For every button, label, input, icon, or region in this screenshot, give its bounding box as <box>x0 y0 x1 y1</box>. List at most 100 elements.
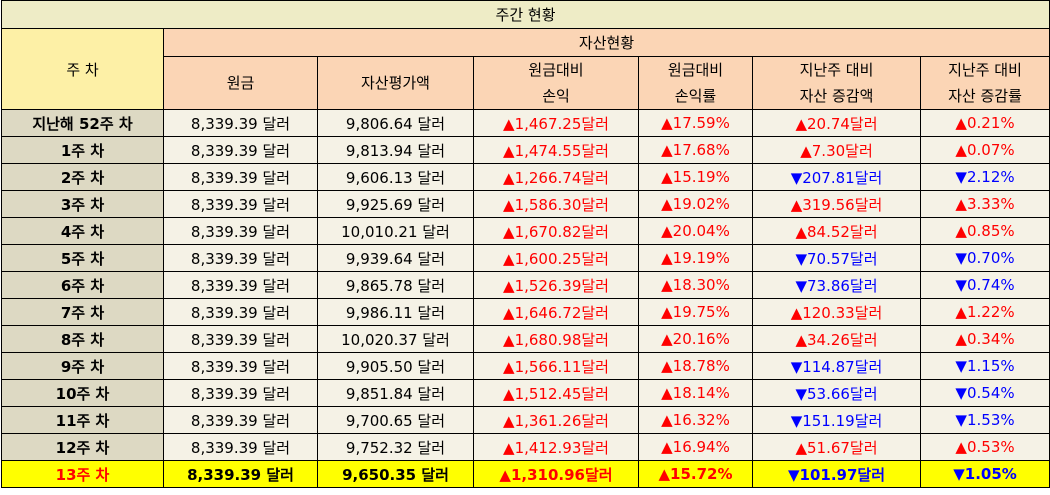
valuation-cell: 9,851.84 달러 <box>317 379 474 407</box>
weekly-change-rate-cell: ▲0.07% <box>919 136 1050 164</box>
valuation-cell: 9,813.94 달러 <box>317 136 474 164</box>
principal-cell: 8,339.39 달러 <box>163 379 318 407</box>
principal-cell: 8,339.39 달러 <box>163 406 318 434</box>
weekly-change-cell: ▼70.57달러 <box>752 244 921 272</box>
profit-loss-rate-cell: ▲19.75% <box>638 298 753 326</box>
week-cell: 5주 차 <box>1 244 164 272</box>
weekly-change-cell: ▲319.56달러 <box>752 190 921 218</box>
week-cell: 8주 차 <box>1 325 164 353</box>
profit-loss-cell: ▲1,566.11달러 <box>473 352 639 380</box>
weekly-change-cell: ▼114.87달러 <box>752 352 921 380</box>
weekly-change-rate-cell: ▲0.21% <box>919 109 1050 137</box>
header-weekly-change-line1: 지난주 대비 <box>799 61 874 79</box>
header-weekly-change-line2: 자산 증감액 <box>799 87 874 105</box>
week-cell: 4주 차 <box>1 217 164 245</box>
table-row: 9주 차 8,339.39 달러 9,905.50 달러 ▲1,566.11달러 ▲18… <box>1 352 1050 380</box>
weekly-change-cell: ▲7.30달러 <box>752 136 921 164</box>
profit-loss-rate-cell: ▲19.19% <box>638 244 753 272</box>
week-cell: 6주 차 <box>1 271 164 299</box>
profit-loss-rate-cell: ▲18.14% <box>638 379 753 407</box>
week-cell: 10주 차 <box>1 379 164 407</box>
valuation-cell: 9,650.35 달러 <box>317 460 474 488</box>
weekly-change-rate-cell: ▲0.34% <box>919 325 1050 353</box>
profit-loss-rate-cell: ▲17.59% <box>638 109 753 137</box>
week-cell: 3주 차 <box>1 190 164 218</box>
weekly-change-rate-cell: ▼2.12% <box>919 163 1050 191</box>
principal-cell: 8,339.39 달러 <box>163 190 318 218</box>
weekly-change-cell: ▼151.19달러 <box>752 406 921 434</box>
table-row: 지난해 52주 차 8,339.39 달러 9,806.64 달러 ▲1,467.25… <box>1 109 1050 137</box>
header-profit-loss-line1: 원금대비 <box>528 61 584 79</box>
table-row: 5주 차 8,339.39 달러 9,939.64 달러 ▲1,600.25달러 ▲19… <box>1 244 1050 272</box>
profit-loss-rate-cell: ▲19.02% <box>638 190 753 218</box>
weekly-change-rate-cell: ▲0.53% <box>919 433 1050 461</box>
table-title: 주간 현황 <box>0 0 1050 29</box>
profit-loss-rate-cell: ▲17.68% <box>638 136 753 164</box>
week-cell: 지난해 52주 차 <box>1 109 164 137</box>
table-row-current: 13주 차 8,339.39 달러 9,650.35 달러 ▲1,310.96달러 ▲1… <box>1 460 1050 488</box>
weekly-change-rate-cell: ▼1.05% <box>919 460 1050 488</box>
weekly-change-rate-cell: ▲3.33% <box>919 190 1050 218</box>
profit-loss-rate-cell: ▲15.72% <box>638 460 753 488</box>
weekly-change-cell: ▼101.97달러 <box>752 460 921 488</box>
profit-loss-cell: ▲1,680.98달러 <box>473 325 639 353</box>
table-row: 3주 차 8,339.39 달러 9,925.69 달러 ▲1,586.30달러 ▲19… <box>1 190 1050 218</box>
table-row: 4주 차 8,339.39 달러 10,010.21 달러 ▲1,670.82달러 ▲2… <box>1 217 1050 245</box>
valuation-cell: 9,865.78 달러 <box>317 271 474 299</box>
valuation-cell: 9,752.32 달러 <box>317 433 474 461</box>
weekly-change-cell: ▲120.33달러 <box>752 298 921 326</box>
principal-cell: 8,339.39 달러 <box>163 136 318 164</box>
week-cell: 12주 차 <box>1 433 164 461</box>
weekly-change-rate-cell: ▼0.70% <box>919 244 1050 272</box>
table-row: 11주 차 8,339.39 달러 9,700.65 달러 ▲1,361.26달러 ▲1… <box>1 406 1050 434</box>
weekly-change-cell: ▼207.81달러 <box>752 163 921 191</box>
profit-loss-cell: ▲1,670.82달러 <box>473 217 639 245</box>
week-cell: 1주 차 <box>1 136 164 164</box>
profit-loss-rate-cell: ▲18.30% <box>638 271 753 299</box>
header-valuation: 자산평가액 <box>317 56 474 110</box>
valuation-cell: 9,939.64 달러 <box>317 244 474 272</box>
principal-cell: 8,339.39 달러 <box>163 217 318 245</box>
profit-loss-cell: ▲1,586.30달러 <box>473 190 639 218</box>
principal-cell: 8,339.39 달러 <box>163 433 318 461</box>
week-cell: 2주 차 <box>1 163 164 191</box>
header-weekly-change-rate-line2: 자산 증감률 <box>948 87 1022 105</box>
principal-cell: 8,339.39 달러 <box>163 163 318 191</box>
profit-loss-cell: ▲1,526.39달러 <box>473 271 639 299</box>
table-row: 1주 차 8,339.39 달러 9,813.94 달러 ▲1,474.55달러 ▲17… <box>1 136 1050 164</box>
weekly-change-cell: ▲84.52달러 <box>752 217 921 245</box>
profit-loss-rate-cell: ▲15.19% <box>638 163 753 191</box>
week-cell: 7주 차 <box>1 298 164 326</box>
weekly-change-cell: ▲20.74달러 <box>752 109 921 137</box>
table-row: 8주 차 8,339.39 달러 10,020.37 달러 ▲1,680.98달러 ▲2… <box>1 325 1050 353</box>
header-profit-loss-rate-line1: 원금대비 <box>667 61 724 79</box>
profit-loss-cell: ▲1,361.26달러 <box>473 406 639 434</box>
valuation-cell: 10,020.37 달러 <box>317 325 474 353</box>
header-weekly-change-rate: 지난주 대비 자산 증감률 <box>919 56 1050 110</box>
profit-loss-rate-cell: ▲20.16% <box>638 325 753 353</box>
header-profit-loss-line2: 손익 <box>542 87 570 105</box>
principal-cell: 8,339.39 달러 <box>163 244 318 272</box>
header-week: 주 차 <box>1 28 164 110</box>
principal-cell: 8,339.39 달러 <box>163 460 318 488</box>
weekly-change-rate-cell: ▼0.74% <box>919 271 1050 299</box>
week-cell: 13주 차 <box>1 460 164 488</box>
valuation-cell: 10,010.21 달러 <box>317 217 474 245</box>
week-cell: 9주 차 <box>1 352 164 380</box>
week-cell: 11주 차 <box>1 406 164 434</box>
profit-loss-cell: ▲1,600.25달러 <box>473 244 639 272</box>
profit-loss-cell: ▲1,266.74달러 <box>473 163 639 191</box>
profit-loss-cell: ▲1,474.55달러 <box>473 136 639 164</box>
weekly-change-rate-cell: ▼0.54% <box>919 379 1050 407</box>
principal-cell: 8,339.39 달러 <box>163 298 318 326</box>
valuation-cell: 9,806.64 달러 <box>317 109 474 137</box>
table-row: 10주 차 8,339.39 달러 9,851.84 달러 ▲1,512.45달러 ▲1… <box>1 379 1050 407</box>
profit-loss-cell: ▲1,412.93달러 <box>473 433 639 461</box>
weekly-change-rate-cell: ▲1.22% <box>919 298 1050 326</box>
valuation-cell: 9,925.69 달러 <box>317 190 474 218</box>
table-row: 6주 차 8,339.39 달러 9,865.78 달러 ▲1,526.39달러 ▲18… <box>1 271 1050 299</box>
weekly-change-rate-cell: ▲0.85% <box>919 217 1050 245</box>
profit-loss-rate-cell: ▲18.78% <box>638 352 753 380</box>
header-principal: 원금 <box>163 56 318 110</box>
